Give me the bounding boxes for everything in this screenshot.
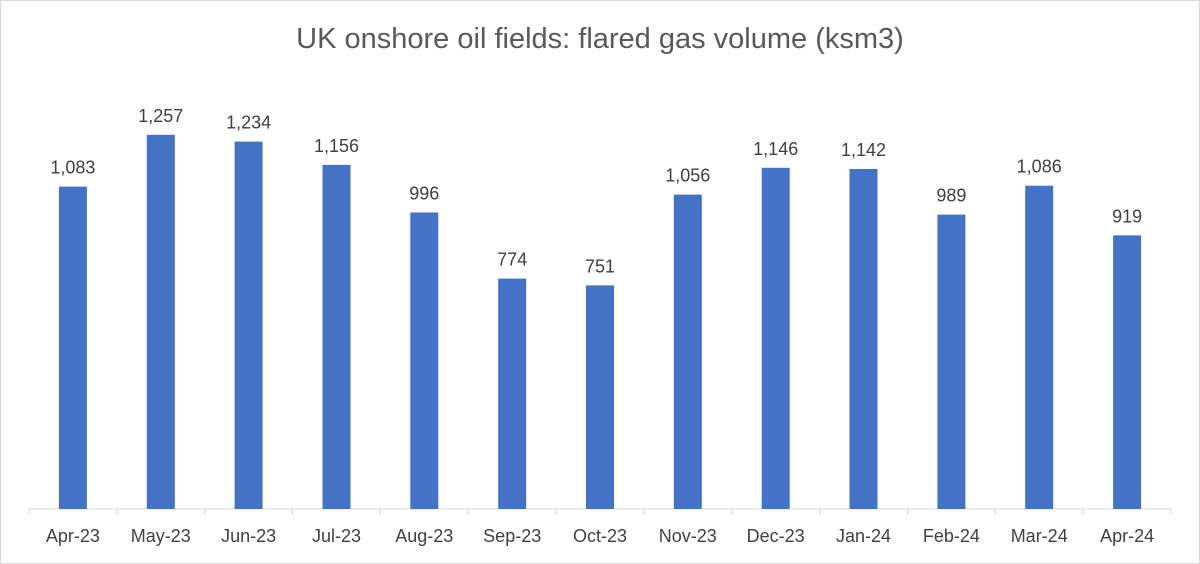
data-label-nov-23: 1,056 [665, 166, 710, 186]
bar-apr-23 [58, 186, 87, 509]
x-tick-label-oct-23: Oct-23 [573, 526, 627, 546]
bar-may-23 [146, 134, 175, 510]
data-label-dec-23: 1,146 [753, 139, 798, 159]
x-tick-label-sep-23: Sep-23 [483, 526, 541, 546]
data-label-jul-23: 1,156 [314, 136, 359, 156]
bar-oct-23 [586, 285, 614, 509]
x-tick-label-jan-24: Jan-24 [836, 526, 891, 546]
x-tick-label-apr-23: Apr-23 [46, 526, 100, 546]
x-tick-label-jun-23: Jun-23 [221, 526, 276, 546]
x-tick-label-mar-24: Mar-24 [1011, 526, 1068, 546]
bar-jul-23 [322, 164, 351, 509]
bar-sep-23 [498, 278, 527, 509]
x-tick-label-may-23: May-23 [131, 526, 191, 546]
x-tick-label-dec-23: Dec-23 [747, 526, 805, 546]
data-label-mar-24: 1,086 [1017, 157, 1062, 177]
bar-jun-23 [234, 141, 263, 509]
data-label-jun-23: 1,234 [226, 113, 271, 133]
bar-dec-23 [761, 167, 790, 510]
bar-aug-23 [410, 212, 439, 509]
bar-apr-24 [1113, 235, 1142, 509]
x-tick-label-jul-23: Jul-23 [312, 526, 361, 546]
x-tick-label-aug-23: Aug-23 [395, 526, 453, 546]
data-label-aug-23: 996 [409, 184, 439, 204]
data-label-apr-23: 1,083 [50, 158, 95, 178]
data-label-apr-24: 919 [1112, 206, 1142, 226]
x-tick-label-feb-24: Feb-24 [923, 526, 980, 546]
bar-feb-24 [937, 214, 966, 509]
x-tick-label-nov-23: Nov-23 [659, 526, 717, 546]
data-label-jan-24: 1,142 [841, 140, 886, 160]
bar-nov-23 [673, 194, 702, 509]
data-label-oct-23: 751 [585, 256, 615, 276]
bar-jan-24 [849, 169, 878, 509]
chart-title: UK onshore oil fields: flared gas volume… [296, 23, 904, 55]
x-tick-label-apr-24: Apr-24 [1100, 526, 1154, 546]
bar-mar-24 [1025, 185, 1054, 509]
data-label-feb-24: 989 [936, 186, 966, 206]
data-label-may-23: 1,257 [138, 106, 183, 126]
data-label-sep-23: 774 [497, 250, 527, 270]
